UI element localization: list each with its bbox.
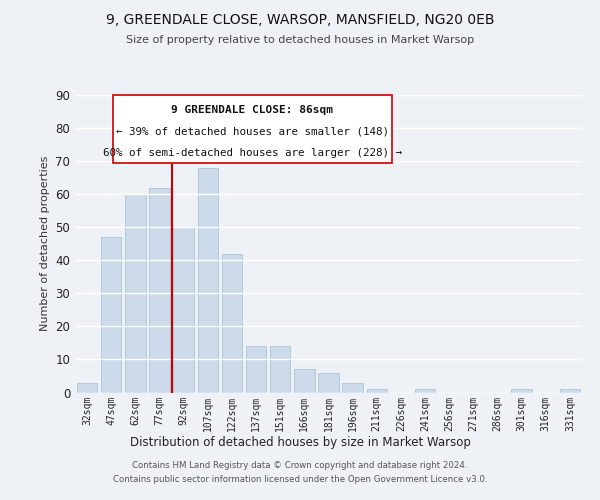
- Text: ← 39% of detached houses are smaller (148): ← 39% of detached houses are smaller (14…: [116, 127, 389, 137]
- Bar: [511, 389, 532, 392]
- Bar: [294, 370, 314, 392]
- Bar: [367, 389, 387, 392]
- Bar: [77, 382, 97, 392]
- Bar: [318, 372, 339, 392]
- Text: Size of property relative to detached houses in Market Warsop: Size of property relative to detached ho…: [126, 35, 474, 45]
- Bar: [246, 346, 266, 393]
- Text: Contains HM Land Registry data © Crown copyright and database right 2024.: Contains HM Land Registry data © Crown c…: [132, 462, 468, 470]
- Bar: [173, 227, 194, 392]
- Text: 9, GREENDALE CLOSE, WARSOP, MANSFIELD, NG20 0EB: 9, GREENDALE CLOSE, WARSOP, MANSFIELD, N…: [106, 12, 494, 26]
- FancyBboxPatch shape: [113, 95, 392, 164]
- Bar: [149, 188, 170, 392]
- Bar: [125, 194, 146, 392]
- Bar: [270, 346, 290, 393]
- Bar: [560, 389, 580, 392]
- Bar: [197, 168, 218, 392]
- Text: 9 GREENDALE CLOSE: 86sqm: 9 GREENDALE CLOSE: 86sqm: [172, 105, 334, 115]
- Bar: [415, 389, 436, 392]
- Text: 60% of semi-detached houses are larger (228) →: 60% of semi-detached houses are larger (…: [103, 148, 402, 158]
- Bar: [221, 254, 242, 392]
- Text: Distribution of detached houses by size in Market Warsop: Distribution of detached houses by size …: [130, 436, 470, 449]
- Y-axis label: Number of detached properties: Number of detached properties: [40, 156, 50, 332]
- Text: Contains public sector information licensed under the Open Government Licence v3: Contains public sector information licen…: [113, 476, 487, 484]
- Bar: [343, 382, 363, 392]
- Bar: [101, 237, 121, 392]
